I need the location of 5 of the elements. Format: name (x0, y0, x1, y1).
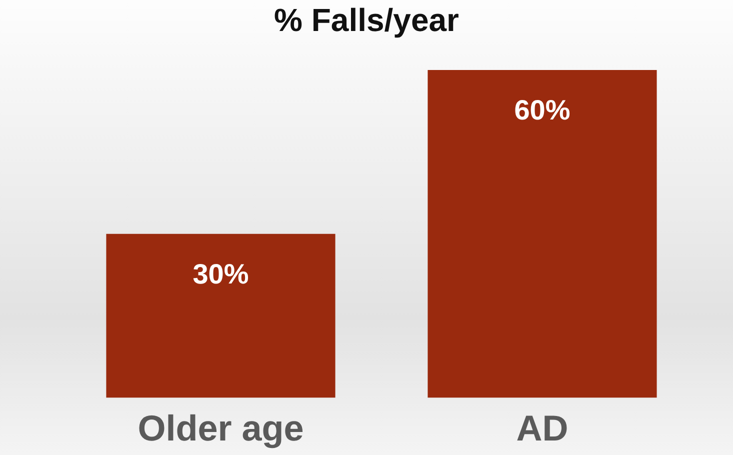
x-tick-label: AD (516, 407, 568, 448)
data-label: 60% (514, 94, 570, 126)
x-tick-label: Older age (138, 407, 304, 448)
chart-title: % Falls/year (273, 1, 460, 40)
data-label: 30% (192, 258, 249, 290)
